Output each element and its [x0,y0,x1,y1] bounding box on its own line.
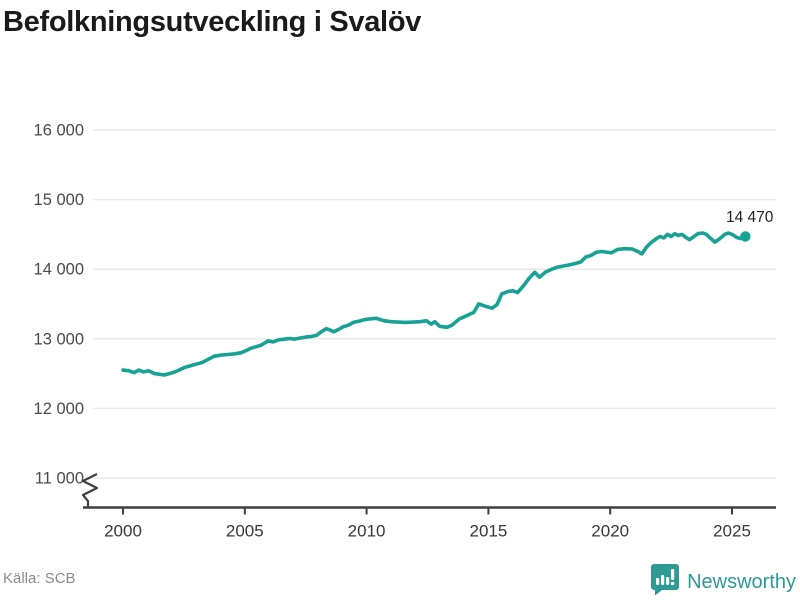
newsworthy-brand: Newsworthy [650,563,796,600]
axis-break-zigzag [81,473,99,507]
latest-value-label: 14 470 [726,209,774,226]
bar-chart-speech-bubble-icon [650,563,680,600]
y-axis-tick-label: 14 000 [34,261,84,279]
x-axis-tick-label: 2000 [104,522,142,541]
y-axis-tick-label: 11 000 [35,470,84,488]
series-end-dot [740,231,751,242]
y-axis-tick-label: 16 000 [34,122,84,140]
population-series-line [121,231,748,377]
y-axis-tick-label: 15 000 [34,191,84,209]
x-axis-tick-label: 2025 [713,522,751,541]
source-label: Källa: SCB [3,570,76,587]
brand-name: Newsworthy [687,570,796,593]
x-axis-tick-label: 2010 [348,522,386,541]
x-axis-tick-label: 2020 [591,522,629,541]
y-axis-tick-label: 12 000 [34,400,84,418]
x-axis-tick-label: 2005 [226,522,264,541]
y-axis-tick-label: 13 000 [34,330,84,348]
x-axis-tick-label: 2015 [469,522,507,541]
chart-title: Befolkningsutveckling i Svalöv [3,6,422,38]
